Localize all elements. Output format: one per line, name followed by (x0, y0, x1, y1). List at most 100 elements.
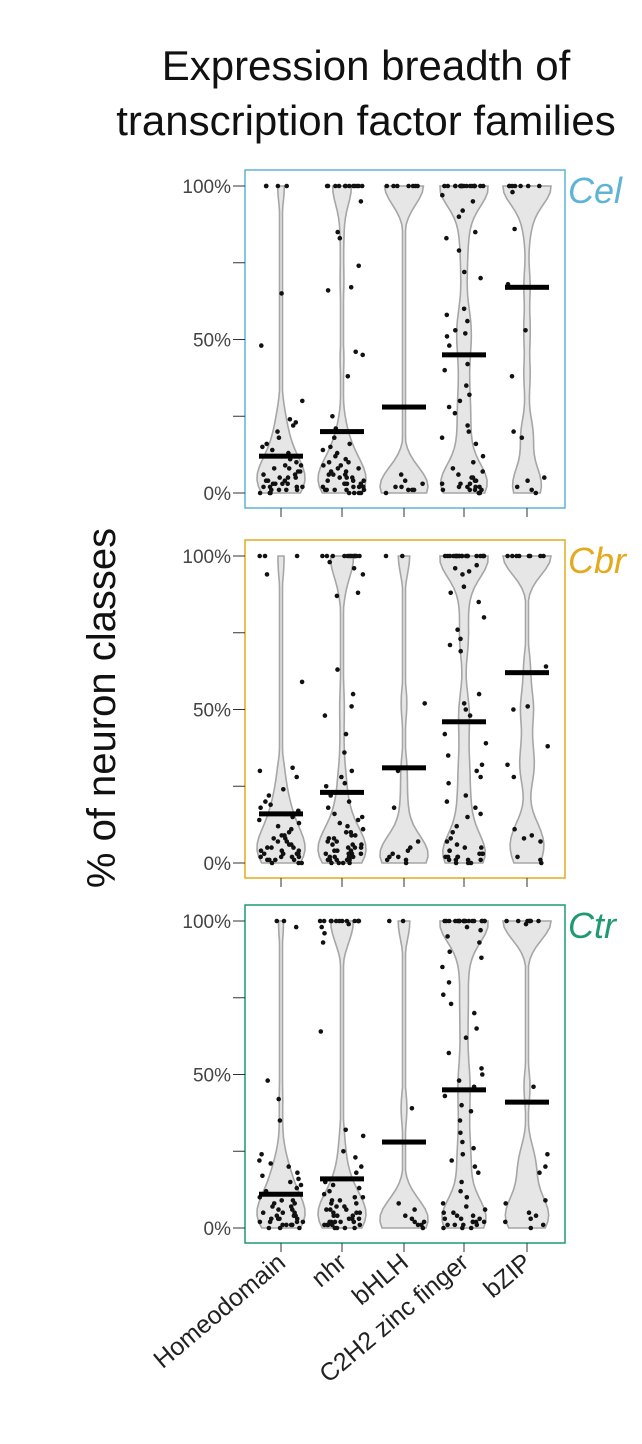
data-point (460, 208, 466, 213)
data-point (292, 1201, 298, 1206)
data-point (533, 1213, 539, 1218)
panels: 0% 50% 100% Cel 0% 50% 100% Cbr 0% 50% 100% Ctr (182, 169, 628, 1252)
data-point (465, 814, 470, 820)
data-point (523, 921, 529, 927)
data-point (457, 398, 463, 404)
data-point (450, 830, 456, 835)
data-point (462, 269, 467, 275)
data-point (335, 466, 341, 471)
data-point (476, 599, 482, 605)
data-point (445, 1222, 450, 1228)
data-point (320, 447, 326, 453)
mean-bar (442, 1087, 486, 1093)
data-point (356, 484, 362, 490)
data-point (330, 414, 335, 419)
data-point (467, 392, 472, 398)
data-point (342, 1225, 348, 1231)
data-point (343, 1127, 349, 1133)
data-point (293, 924, 299, 930)
data-point (439, 435, 445, 441)
data-point (340, 860, 346, 866)
data-point (504, 918, 509, 924)
data-point (286, 830, 292, 835)
data-point (331, 1213, 337, 1218)
data-point (287, 417, 293, 422)
data-point (278, 854, 284, 860)
data-point (412, 1219, 418, 1225)
data-point (293, 475, 299, 480)
violin (502, 920, 552, 1229)
data-point (338, 463, 344, 468)
mean-bar (259, 453, 303, 459)
data-point (259, 343, 264, 348)
mean-bar (442, 352, 486, 358)
data-point (533, 490, 539, 496)
violin (502, 185, 552, 494)
data-point (537, 183, 542, 189)
data-point (325, 1222, 330, 1228)
data-point (384, 183, 390, 189)
data-point (276, 1096, 282, 1102)
data-point (458, 648, 464, 654)
data-point (348, 553, 353, 559)
data-point (327, 559, 333, 565)
data-point (472, 478, 478, 484)
data-point (337, 820, 343, 826)
data-point (459, 1102, 464, 1108)
data-point (320, 553, 325, 559)
data-point (420, 481, 425, 487)
data-point (543, 1198, 548, 1203)
data-point (409, 1216, 415, 1222)
data-point (412, 1207, 417, 1212)
data-point (342, 553, 347, 559)
violin (379, 920, 429, 1229)
mean-bar (259, 1191, 303, 1197)
data-point (268, 1161, 274, 1166)
data-point (334, 1204, 339, 1209)
data-point (296, 860, 301, 866)
data-point (266, 793, 272, 798)
data-point (298, 1182, 304, 1188)
data-point (406, 183, 411, 189)
data-point (451, 1210, 456, 1215)
data-point (511, 429, 516, 434)
data-point (387, 918, 392, 924)
data-point (478, 811, 483, 817)
category-label: bZIP (478, 1248, 536, 1303)
data-point (286, 1164, 292, 1169)
data-point (295, 1170, 300, 1175)
data-point (355, 817, 361, 823)
data-point (441, 1210, 447, 1215)
data-point (408, 845, 413, 850)
data-point (294, 1219, 300, 1225)
data-point (257, 553, 263, 559)
data-point (539, 860, 544, 866)
data-point (354, 1201, 359, 1206)
data-point (264, 572, 270, 577)
y-tick-label: 0% (204, 1219, 232, 1240)
data-point (356, 1216, 362, 1222)
data-point (261, 472, 266, 477)
data-point (360, 1133, 366, 1139)
data-point (465, 423, 470, 428)
data-point (300, 398, 305, 404)
data-point (324, 553, 330, 559)
data-point (456, 484, 462, 490)
data-point (440, 487, 446, 493)
data-point (332, 848, 337, 853)
data-point (279, 1198, 285, 1203)
data-point (480, 453, 486, 459)
data-point (352, 845, 358, 850)
data-point (360, 352, 366, 358)
data-point (460, 572, 465, 577)
data-point (480, 469, 486, 474)
data-point (345, 374, 351, 379)
data-point (459, 1179, 464, 1185)
chart-title-line-2: transcription factor families (116, 97, 616, 144)
data-point (341, 1149, 346, 1154)
data-point (447, 949, 453, 954)
data-point (458, 1130, 463, 1136)
data-point (511, 774, 517, 780)
data-point (317, 918, 323, 924)
data-point (445, 934, 450, 939)
